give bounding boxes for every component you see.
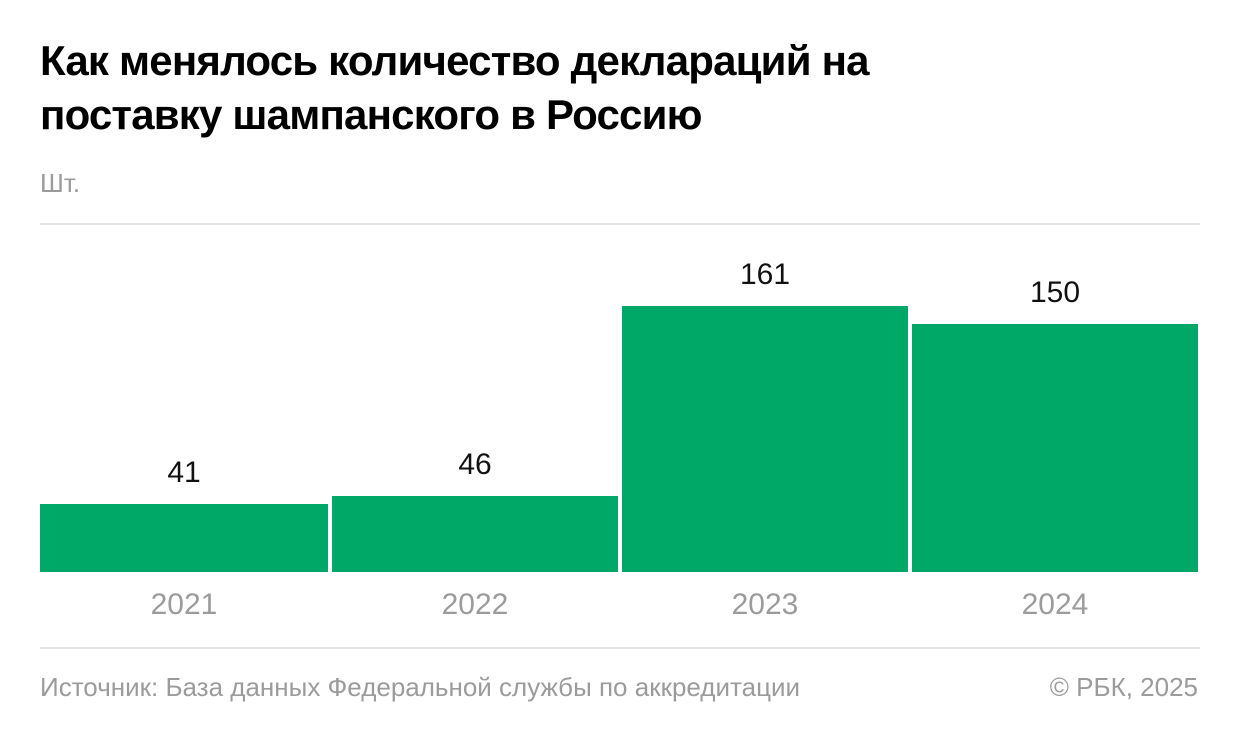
source-note: Источник: База данных Федеральной службы… <box>40 672 801 702</box>
bottom-divider <box>40 647 1200 649</box>
bar-2022 <box>332 496 618 572</box>
category-label-2023: 2023 <box>731 588 799 621</box>
copyright: © РБК, 2025 <box>1049 672 1198 702</box>
bar-2021 <box>40 504 328 572</box>
category-label-2022: 2022 <box>441 588 509 621</box>
top-divider <box>40 223 1200 225</box>
chart-title: Как менялось количество деклараций на по… <box>40 37 870 138</box>
value-label-2022: 46 <box>458 448 492 481</box>
value-label-2021: 41 <box>167 456 201 489</box>
bar-2024 <box>912 324 1198 572</box>
value-label-2024: 150 <box>1029 276 1081 309</box>
category-label-2024: 2024 <box>1021 588 1089 621</box>
value-label-2023: 161 <box>739 258 791 291</box>
unit-label: Шт. <box>40 168 81 198</box>
category-label-2021: 2021 <box>150 588 218 621</box>
bar-2023 <box>622 306 908 572</box>
